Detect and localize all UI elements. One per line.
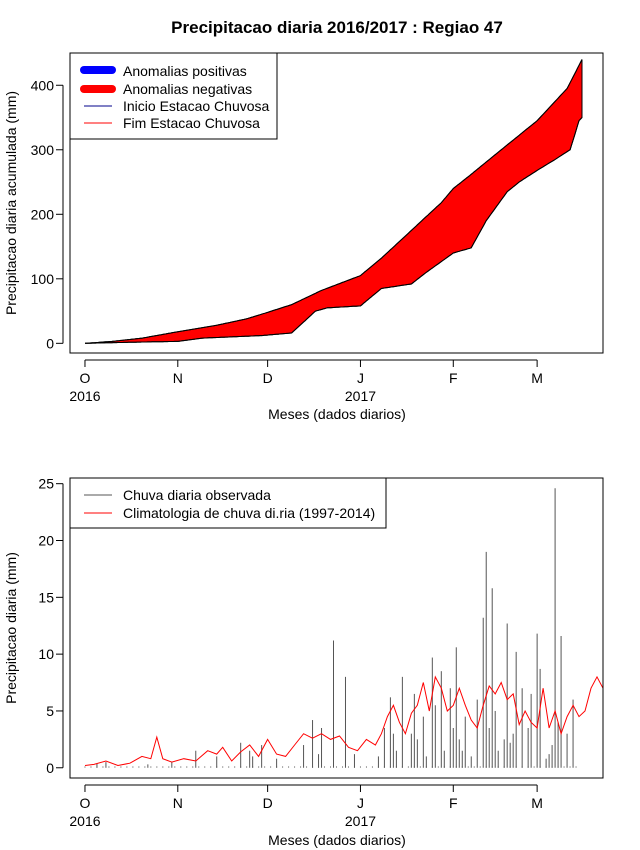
plot2-x-tick-label: F: [449, 795, 458, 811]
plot1-x-tick-label: M: [531, 370, 543, 386]
plot2-x-year-label: 2017: [345, 813, 376, 829]
plot1-legend: Anomalias positivas Anomalias negativas …: [69, 52, 278, 140]
plot1-x-axis-label: Meses (dados diarios): [268, 406, 406, 422]
plot2-x-year-label: 2016: [69, 813, 100, 829]
plot2-x-tick-label: N: [173, 795, 183, 811]
plot1-x-tick-label: J: [357, 370, 364, 386]
legend-positive-label: Anomalias positivas: [123, 63, 247, 79]
main-title: Precipitacao diaria 2016/2017 : Regiao 4…: [171, 18, 503, 37]
plot2-x-tick-label: D: [263, 795, 273, 811]
plot1-frame: [69, 52, 604, 354]
plot2-y-axis: 0 5 10 15 20 25: [38, 476, 64, 776]
plot2-y-tick-label: 25: [38, 476, 54, 492]
plot2-y-tick-label: 15: [38, 589, 54, 605]
climatology-line-group: [84, 675, 604, 767]
plot2-y-axis-label: Precipitacao diaria (mm): [3, 552, 19, 704]
plot2-x-axis: O 2016 N D J 2017 F M: [69, 784, 543, 829]
plot2-x-tick-label: O: [80, 795, 91, 811]
plot1-x-tick-label: N: [173, 370, 183, 386]
anomaly-area-group: [84, 59, 583, 344]
legend-climatology-label: Climatologia de chuva di.ria (1997-2014): [123, 505, 375, 521]
observed-cumulative-line: [85, 117, 583, 344]
plot2-legend: Chuva diaria observada Climatologia de c…: [69, 477, 387, 529]
plot1-x-tick-label: F: [449, 370, 458, 386]
plot2-y-tick-label: 10: [38, 646, 54, 662]
plot2-x-tick-label: M: [531, 795, 543, 811]
legend-season-end-label: Fim Estacao Chuvosa: [123, 115, 260, 131]
plot1-x-tick-label: D: [263, 370, 273, 386]
plot1-x-year-label: 2016: [69, 388, 100, 404]
climatology-cumulative-line: [84, 59, 583, 344]
plot1-y-tick-label: 100: [31, 271, 55, 287]
plot1-y-axis: 0 100 200 300 400: [31, 77, 64, 351]
plot2-x-axis-label: Meses (dados diarios): [268, 832, 406, 848]
plot1-x-axis: O 2016 N D J 2017 F M: [69, 359, 543, 404]
plot1-x-tick-label: O: [80, 370, 91, 386]
plot1-y-tick-label: 200: [31, 206, 55, 222]
plot2-y-tick-label: 0: [46, 760, 54, 776]
daily-rain-bars: [84, 488, 577, 768]
legend-season-start-label: Inicio Estacao Chuvosa: [123, 98, 270, 114]
legend-negative-label: Anomalias negativas: [123, 81, 252, 97]
cumulative-precipitation-chart: 0 100 200 300 400 O 2016 N D J 2017 F M Precipitaca…: [3, 52, 604, 422]
daily-precipitation-chart: 0 5 10 15 20 25 O 2016 N D J 2017 F M Precipitacao d…: [3, 476, 604, 848]
plot1-y-tick-label: 0: [46, 335, 54, 351]
plot2-legend-box: [69, 477, 387, 529]
legend-observed-label: Chuva diaria observada: [123, 487, 271, 503]
plot1-y-axis-label: Precipitacao diaria acumulada (mm): [3, 91, 19, 315]
plot1-y-tick-label: 400: [31, 77, 55, 93]
climatology-daily-line: [84, 675, 604, 767]
plot2-y-tick-label: 20: [38, 533, 54, 549]
plot1-x-year-label: 2017: [345, 388, 376, 404]
plot1-y-tick-label: 300: [31, 142, 55, 158]
plot2-x-tick-label: J: [357, 795, 364, 811]
plot2-y-tick-label: 5: [46, 703, 54, 719]
